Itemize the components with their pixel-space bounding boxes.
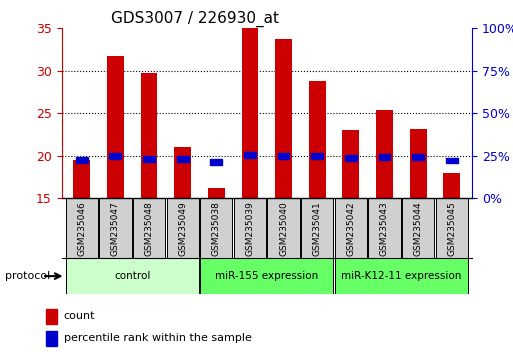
Text: GSM235049: GSM235049 bbox=[178, 201, 187, 256]
Text: GSM235046: GSM235046 bbox=[77, 201, 86, 256]
Bar bbox=[141, 73, 157, 198]
Text: count: count bbox=[64, 312, 95, 321]
Bar bbox=[446, 158, 458, 164]
Bar bbox=[376, 110, 393, 198]
Bar bbox=[133, 198, 165, 258]
Bar bbox=[177, 156, 189, 162]
Bar bbox=[242, 28, 259, 198]
Bar bbox=[379, 154, 390, 160]
Bar bbox=[208, 188, 225, 198]
Bar bbox=[267, 198, 300, 258]
Bar bbox=[143, 156, 155, 162]
Bar bbox=[76, 157, 88, 163]
Text: GSM235044: GSM235044 bbox=[413, 201, 423, 256]
Bar bbox=[66, 258, 199, 294]
Text: GSM235043: GSM235043 bbox=[380, 201, 389, 256]
Bar bbox=[73, 160, 90, 198]
Bar bbox=[443, 173, 460, 198]
Bar bbox=[345, 155, 357, 161]
Bar bbox=[412, 154, 424, 160]
Text: miR-155 expression: miR-155 expression bbox=[215, 271, 319, 281]
Bar bbox=[410, 129, 426, 198]
Bar bbox=[334, 258, 468, 294]
Bar bbox=[46, 309, 57, 324]
Text: GSM235045: GSM235045 bbox=[447, 201, 456, 256]
Bar bbox=[109, 153, 121, 159]
Text: GSM235040: GSM235040 bbox=[279, 201, 288, 256]
Text: GSM235048: GSM235048 bbox=[145, 201, 153, 256]
Bar bbox=[402, 198, 435, 258]
Bar bbox=[244, 153, 256, 158]
Text: GDS3007 / 226930_at: GDS3007 / 226930_at bbox=[111, 11, 279, 27]
Text: GSM235041: GSM235041 bbox=[313, 201, 322, 256]
Bar bbox=[167, 198, 199, 258]
Bar bbox=[311, 153, 323, 159]
Text: GSM235038: GSM235038 bbox=[212, 201, 221, 256]
Bar bbox=[368, 198, 401, 258]
Text: GSM235047: GSM235047 bbox=[111, 201, 120, 256]
Bar bbox=[436, 198, 468, 258]
Bar bbox=[334, 198, 367, 258]
Bar bbox=[343, 130, 359, 198]
Text: protocol: protocol bbox=[5, 271, 50, 281]
Bar bbox=[210, 159, 222, 165]
Bar bbox=[107, 56, 124, 198]
Text: GSM235039: GSM235039 bbox=[245, 201, 254, 256]
Text: control: control bbox=[114, 271, 150, 281]
Bar bbox=[46, 331, 57, 346]
Text: miR-K12-11 expression: miR-K12-11 expression bbox=[341, 271, 462, 281]
Bar bbox=[200, 198, 232, 258]
Bar bbox=[234, 198, 266, 258]
Bar bbox=[275, 39, 292, 198]
Text: percentile rank within the sample: percentile rank within the sample bbox=[64, 333, 251, 343]
Bar bbox=[174, 147, 191, 198]
Text: GSM235042: GSM235042 bbox=[346, 201, 356, 256]
Bar bbox=[200, 258, 333, 294]
Bar bbox=[278, 153, 289, 159]
Bar bbox=[99, 198, 131, 258]
Bar bbox=[309, 81, 326, 198]
Bar bbox=[301, 198, 333, 258]
Bar bbox=[66, 198, 98, 258]
